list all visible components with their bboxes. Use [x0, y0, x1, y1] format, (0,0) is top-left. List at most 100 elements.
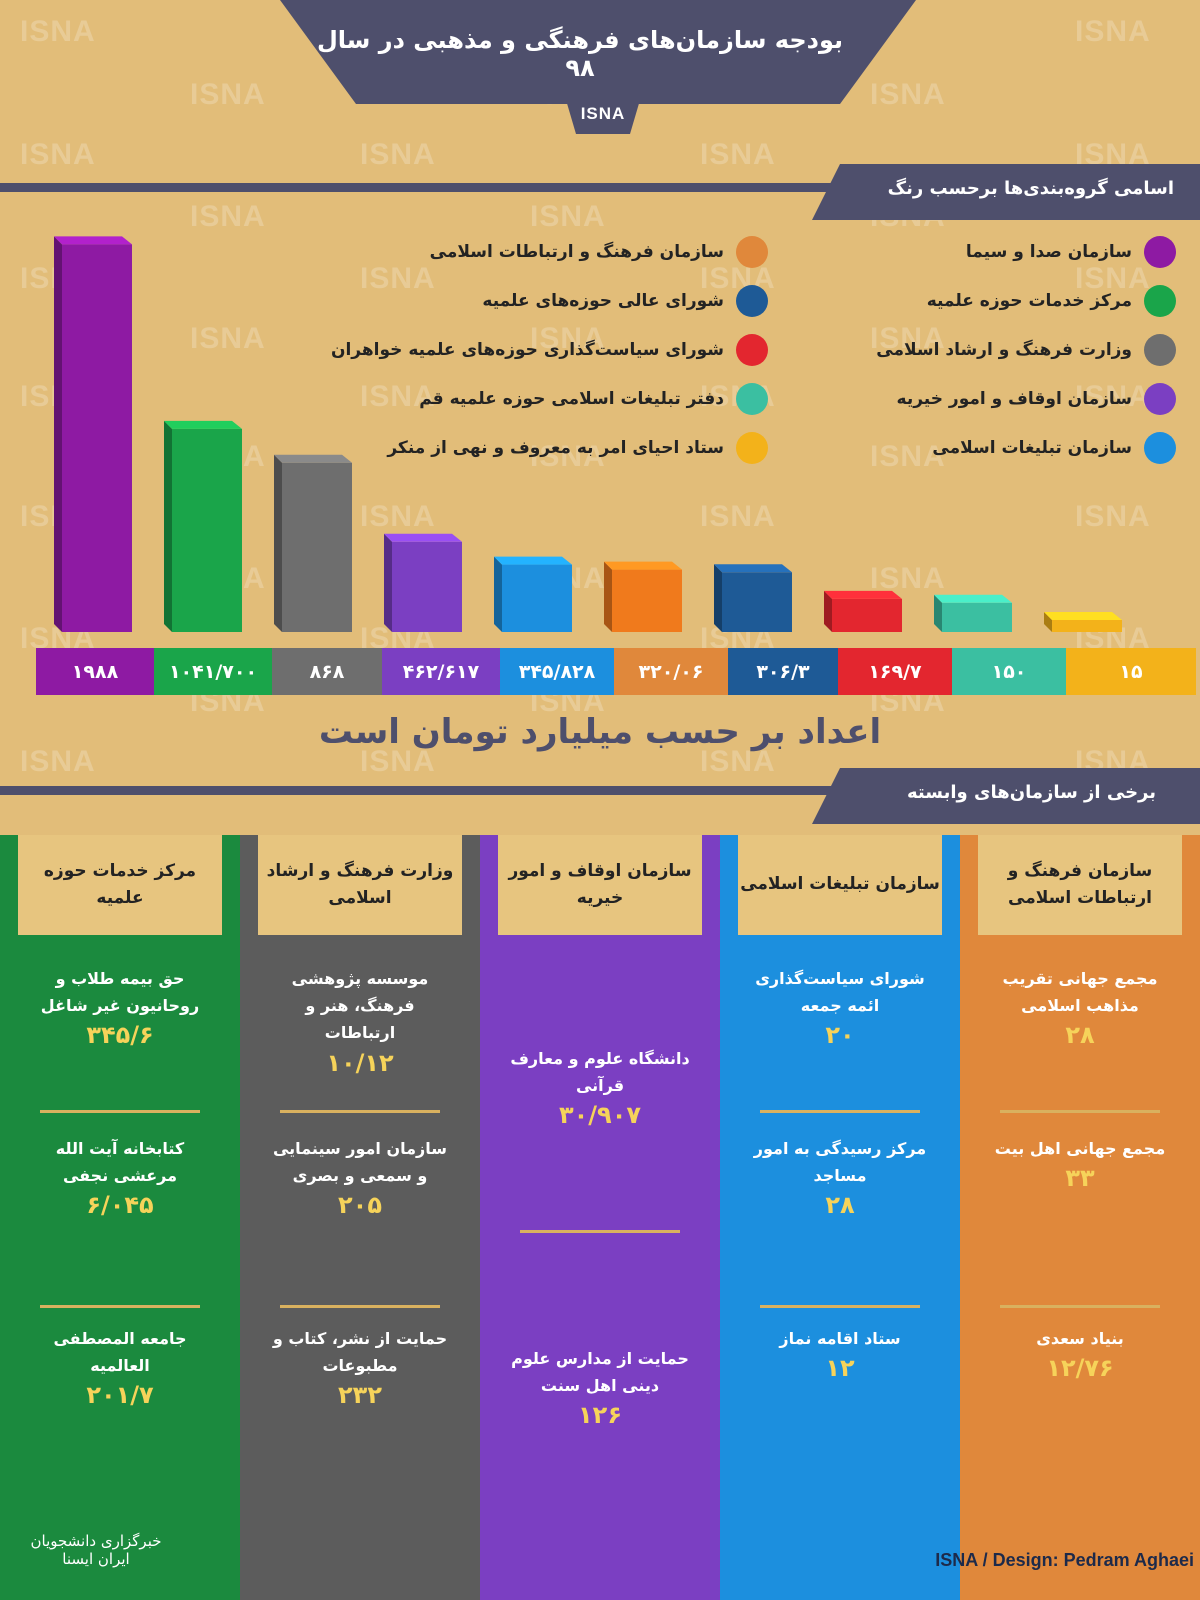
watermark-text: ISNA — [700, 138, 776, 171]
watermark-text: ISNA — [870, 562, 946, 595]
value-label: ۱۵ — [1066, 648, 1196, 695]
affiliate-column: وزارت فرهنگ و ارشاد اسلامی موسسه پژوهشی ف… — [240, 835, 480, 1600]
affiliate-label: ستاد اقامه نماز — [779, 1329, 901, 1348]
watermark-text: ISNA — [700, 500, 776, 533]
legend-header-shape — [812, 164, 1200, 220]
divider — [40, 1110, 200, 1113]
affiliate-column: مرکز خدمات حوزه علمیه حق بیمه طلاب و روحا… — [0, 835, 240, 1600]
value-label: ۴۶۲/۶۱۷ — [382, 648, 500, 695]
bar — [274, 454, 352, 632]
legend-header-line — [0, 183, 880, 192]
agency-tag: ISNA — [580, 104, 626, 123]
affiliate-item: ستاد اقامه نماز ۱۲ — [720, 1325, 960, 1382]
divider — [1000, 1110, 1160, 1113]
watermark-text: ISNA — [530, 440, 606, 473]
watermark-text: ISNA — [360, 380, 436, 413]
agency-tag-shape — [566, 100, 640, 134]
affiliate-value: ۲۰۵ — [338, 1191, 382, 1220]
legend-item: وزارت فرهنگ و ارشاد اسلامی — [876, 330, 1176, 370]
legend-label: سازمان صدا و سیما — [965, 242, 1132, 262]
affiliate-item: بنیاد سعدی ۱۲/۷۶ — [960, 1325, 1200, 1382]
watermark-text: ISNA — [190, 78, 266, 111]
column-title: سازمان تبلیغات اسلامی — [738, 835, 942, 935]
affiliate-item: مجمع جهانی تقریب مذاهب اسلامی ۲۸ — [960, 965, 1200, 1049]
bar — [934, 594, 1012, 632]
affiliate-item: مرکز رسیدگی به امور مساجد ۲۸ — [720, 1135, 960, 1219]
column-title: مرکز خدمات حوزه علمیه — [18, 835, 222, 935]
legend-label: مرکز خدمات حوزه علمیه — [926, 291, 1132, 311]
affiliate-label: شورای سیاست‌گذاری ائمه جمعه — [755, 969, 925, 1016]
affiliate-value: ۱۲/۷۶ — [1046, 1354, 1114, 1383]
watermark-text: ISNA — [870, 440, 946, 473]
affiliate-value: ۶/۰۴۵ — [86, 1191, 154, 1220]
affiliate-column: سازمان اوقاف و امور خیریه دانشگاه علوم و … — [480, 835, 720, 1600]
watermark-text: ISNA — [870, 78, 946, 111]
sub-header-line — [0, 786, 880, 795]
value-label: ۳۰۶/۳ — [728, 648, 838, 695]
affiliate-item: مجمع جهانی اهل بیت ۳۳ — [960, 1135, 1200, 1192]
affiliate-value: ۱۰/۱۲ — [326, 1048, 394, 1077]
affiliate-item: سازمان امور سینمایی و سمعی و بصری ۲۰۵ — [240, 1135, 480, 1219]
affiliate-value: ۳۴۵/۶ — [86, 1021, 154, 1050]
affiliate-label: دانشگاه علوم و معارف قرآنی — [510, 1049, 690, 1096]
watermark-text: ISNA — [1075, 380, 1151, 413]
affiliate-column: سازمان تبلیغات اسلامی شورای سیاست‌گذاری ا… — [720, 835, 960, 1600]
sub-header: برخی از سازمان‌های وابسته — [907, 782, 1156, 803]
watermark-text: ISNA — [190, 322, 266, 355]
value-label: ۱۶۹/۷ — [838, 648, 952, 695]
watermark-text: ISNA — [870, 322, 946, 355]
watermark-text: ISNA — [190, 200, 266, 233]
legend-label: سازمان تبلیغات اسلامی — [932, 438, 1132, 458]
legend-label: سازمان اوقاف و امور خیریه — [896, 389, 1132, 409]
affiliate-label: مرکز رسیدگی به امور مساجد — [753, 1139, 927, 1186]
affiliate-label: سازمان امور سینمایی و سمعی و بصری — [272, 1139, 448, 1186]
watermark-text: ISNA — [700, 745, 776, 778]
divider — [280, 1110, 440, 1113]
legend-header: اسامی گروه‌بندی‌ها برحسب رنگ — [887, 178, 1174, 199]
affiliate-column: سازمان فرهنگ و ارتباطات اسلامی مجمع جهانی… — [960, 835, 1200, 1600]
affiliate-value: ۱۲ — [825, 1354, 855, 1383]
affiliate-label: حق بیمه طلاب و روحانیون غیر شاغل — [40, 969, 200, 1016]
value-label: ۳۴۵/۸۲۸ — [500, 648, 614, 695]
affiliate-value: ۱۲۶ — [578, 1401, 622, 1430]
affiliate-item: شورای سیاست‌گذاری ائمه جمعه ۲۰ — [720, 965, 960, 1049]
affiliate-item: دانشگاه علوم و معارف قرآنی ۳۰/۹۰۷ — [480, 1045, 720, 1129]
design-credit: ISNA / Design: Pedram Aghaei — [935, 1550, 1194, 1570]
watermark-text: ISNA — [1075, 15, 1151, 48]
legend-item: سازمان فرهنگ و ارتباطات اسلامی — [430, 232, 768, 272]
column-title: سازمان اوقاف و امور خیریه — [498, 835, 702, 935]
legend-swatch — [1144, 432, 1176, 464]
legend-swatch — [736, 285, 768, 317]
watermark-text: ISNA — [360, 138, 436, 171]
watermark-text: ISNA — [20, 138, 96, 171]
affiliate-value: ۳۳ — [1065, 1164, 1095, 1193]
affiliate-value: ۲۸ — [825, 1191, 855, 1220]
affiliate-label: بنیاد سعدی — [1036, 1329, 1124, 1348]
watermark-text: ISNA — [360, 500, 436, 533]
legend-swatch — [736, 236, 768, 268]
legend-item: سازمان صدا و سیما — [966, 232, 1176, 272]
affiliate-value: ۳۰/۹۰۷ — [558, 1101, 641, 1130]
page-title: بودجه سازمان‌های فرهنگی و مذهبی در سال ۹… — [316, 26, 844, 82]
affiliate-item: کتابخانه آیت الله مرعشی نجفی ۶/۰۴۵ — [0, 1135, 240, 1219]
affiliate-item: حق بیمه طلاب و روحانیون غیر شاغل ۳۴۵/۶ — [0, 965, 240, 1049]
affiliate-value: ۲۰ — [825, 1021, 855, 1050]
divider — [280, 1305, 440, 1308]
value-label: ۱۵۰ — [952, 648, 1066, 695]
watermark-text: ISNA — [530, 322, 606, 355]
bar-chart — [54, 236, 1122, 632]
watermark-text: ISNA — [1075, 500, 1151, 533]
divider — [520, 1230, 680, 1233]
legend-label: سازمان فرهنگ و ارتباطات اسلامی — [429, 242, 724, 262]
affiliate-label: جامعه المصطفی العالمیه — [53, 1329, 187, 1376]
bar — [494, 556, 572, 632]
divider — [40, 1305, 200, 1308]
bar — [54, 236, 132, 632]
bar — [604, 561, 682, 632]
legend-swatch — [1144, 383, 1176, 415]
legend-label: وزارت فرهنگ و ارشاد اسلامی — [876, 340, 1132, 360]
affiliate-value: ۲۸ — [1065, 1021, 1095, 1050]
watermark-text: ISNA — [20, 745, 96, 778]
affiliate-value: ۲۳۲ — [338, 1381, 382, 1410]
bar — [1044, 612, 1122, 632]
